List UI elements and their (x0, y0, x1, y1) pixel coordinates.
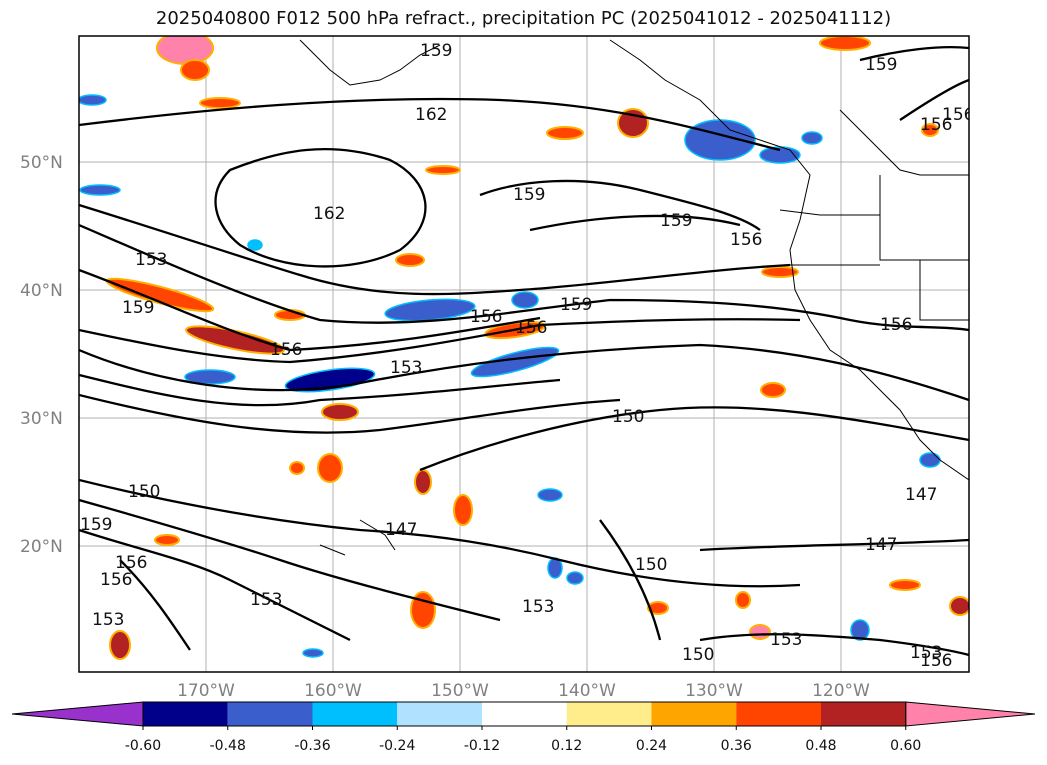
contour-label: 156 (920, 651, 952, 671)
contour-label: 159 (80, 515, 112, 535)
contour-label: 150 (682, 645, 714, 665)
colorbar: -0.60 -0.48 -0.36 -0.24 -0.12 0.12 0.24 0.36 0.4… (11, 701, 1036, 754)
map-frame (78, 35, 970, 673)
colorbar-segment (821, 702, 906, 726)
colorbar-tick-label: -0.12 (464, 738, 500, 754)
contour-label: 159 (660, 211, 692, 231)
lat-label: 40°N (20, 281, 63, 301)
lat-label: 30°N (20, 409, 63, 429)
contour-label: 159 (865, 55, 897, 75)
contour-label: 147 (865, 535, 897, 555)
colorbar-extend-low (11, 701, 144, 727)
colorbar-extend-high (905, 701, 1036, 727)
colorbar-tick-label: -0.36 (294, 738, 330, 754)
map-title: 2025040800 F012 500 hPa refract., precip… (155, 8, 892, 29)
contour-label-group: 159 162 159 156 156 159 162 159 156 153 … (80, 41, 974, 671)
lat-label: 20°N (20, 537, 63, 557)
contour-label: 153 (92, 610, 124, 630)
contour-label: 153 (910, 643, 942, 663)
contour-label: 150 (128, 482, 160, 502)
contour-label: 153 (390, 358, 422, 378)
contour-label: 156 (470, 307, 502, 327)
contour-label: 153 (135, 250, 167, 270)
contour-label: 159 (420, 41, 452, 61)
colorbar-segment (227, 702, 313, 726)
contour-label: 162 (313, 204, 345, 224)
contour-label: 156 (515, 318, 547, 338)
colorbar-tick-label: 0.60 (890, 738, 921, 754)
contour-label: 156 (730, 230, 762, 250)
lon-label: 170°W (177, 681, 235, 701)
lat-label: 50°N (20, 153, 63, 173)
lon-label: 160°W (304, 681, 362, 701)
contour-label: 153 (770, 630, 802, 650)
coastline (299, 39, 969, 556)
latitude-labels: 50°N 40°N 30°N 20°N (20, 153, 63, 557)
contour-label: 156 (100, 570, 132, 590)
colorbar-tick-label: 0.36 (721, 738, 752, 754)
contour-label: 162 (415, 105, 447, 125)
colorbar-segment (651, 702, 737, 726)
contour-label: 153 (522, 597, 554, 617)
lon-label: 120°W (812, 681, 870, 701)
colorbar-segment (143, 702, 228, 726)
contour-label: 150 (635, 555, 667, 575)
colorbar-frame (142, 701, 907, 727)
lon-label: 130°W (685, 681, 743, 701)
contour-label: 147 (385, 520, 417, 540)
lon-label: 140°W (558, 681, 616, 701)
colorbar-tick-label: -0.48 (210, 738, 246, 754)
colorbar-segment (312, 702, 398, 726)
colorbar-tick-label: 0.12 (551, 738, 582, 754)
contour-label: 159 (513, 185, 545, 205)
refractivity-contours (79, 45, 969, 657)
colorbar-tick-label: -0.60 (125, 738, 161, 754)
colorbar-segment (397, 702, 482, 726)
contour-label: 150 (612, 407, 644, 427)
contour-label: 147 (905, 485, 937, 505)
contour-label: 159 (560, 295, 592, 315)
contour-label: 156 (270, 340, 302, 360)
precip-negative (79, 94, 941, 658)
lon-label: 150°W (431, 681, 489, 701)
colorbar-segment (482, 702, 567, 726)
colorbar-tick-label: 0.24 (636, 738, 667, 754)
colorbar-segment (736, 702, 821, 726)
longitude-labels: 170°W 160°W 150°W 140°W 130°W 120°W (177, 681, 870, 701)
contour-label: 156 (920, 115, 952, 135)
contour-label: 153 (250, 590, 282, 610)
contour-label: 156 (942, 105, 974, 125)
colorbar-segment (566, 702, 652, 726)
colorbar-tick-label: -0.24 (379, 738, 415, 754)
contour-label: 156 (115, 553, 147, 573)
colorbar-tick-label: 0.48 (805, 738, 836, 754)
contour-label: 159 (122, 298, 154, 318)
contour-label: 156 (880, 315, 912, 335)
